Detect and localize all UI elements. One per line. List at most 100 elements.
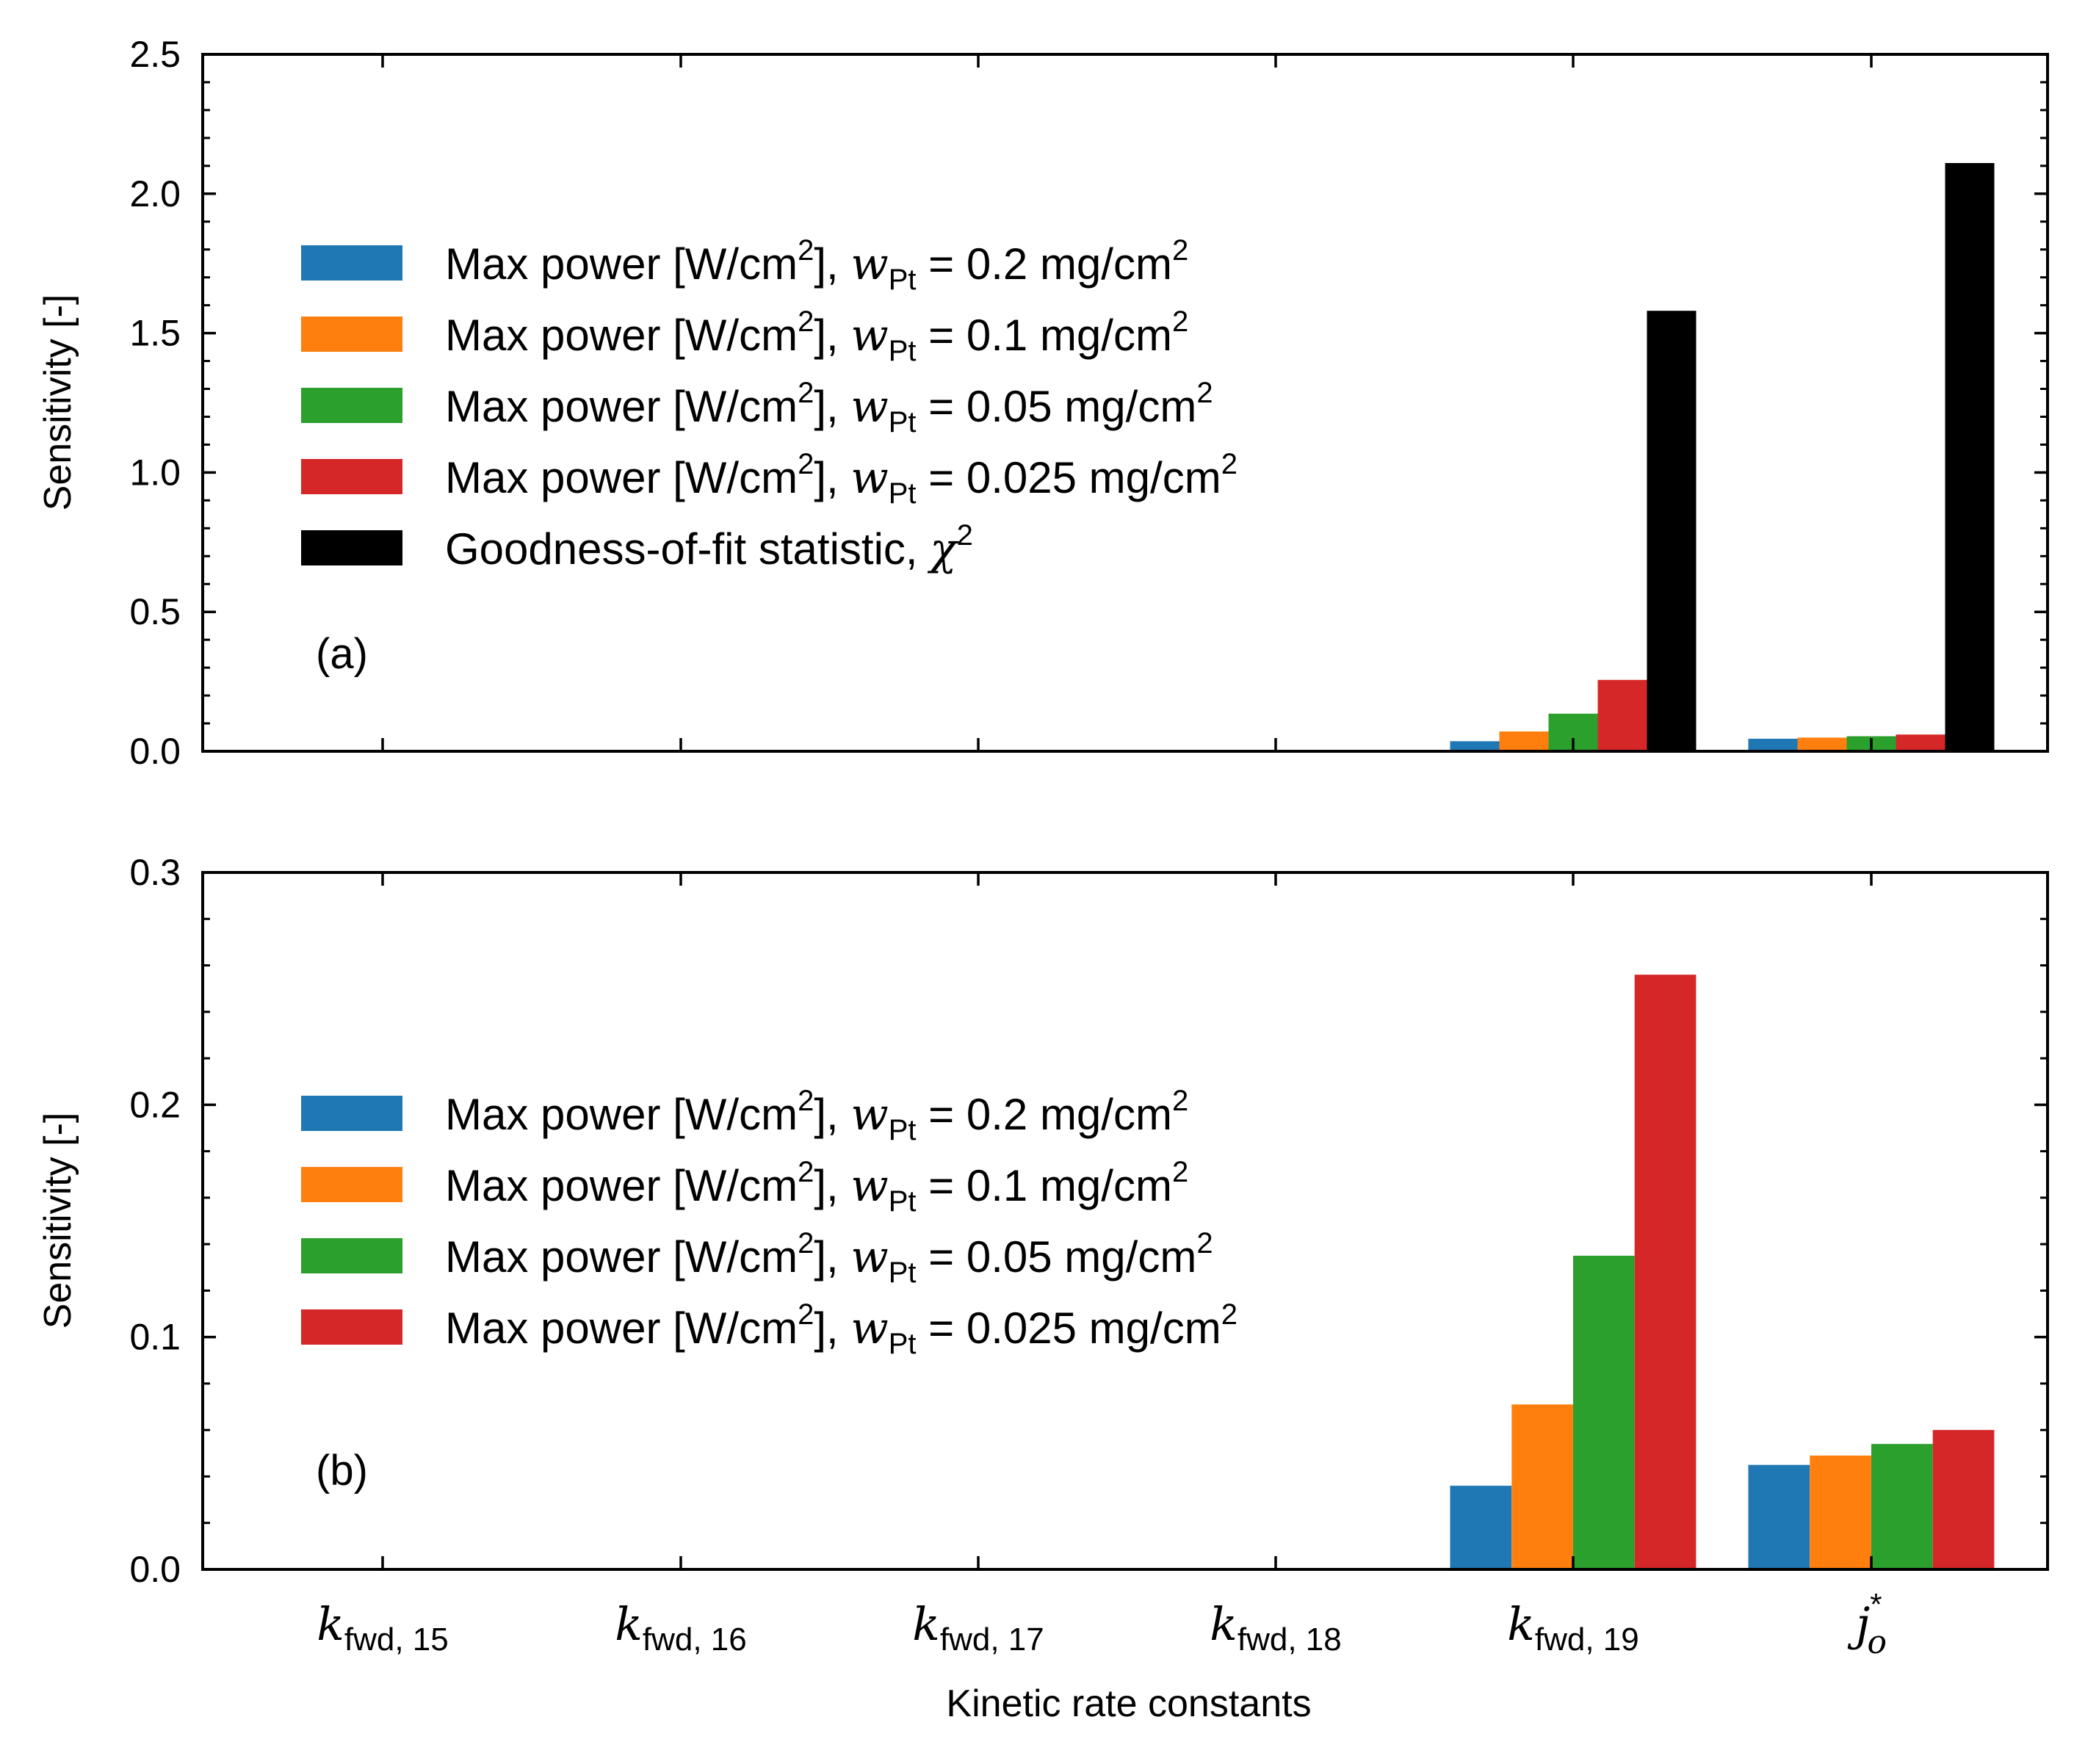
legend-text-part: = 0.025 mg/cm [916,1304,1221,1353]
legend-subscript: Pt [889,1257,917,1289]
panel-a-tag: (a) [316,630,368,678]
legend-subscript: Pt [889,264,917,296]
legend-text-part: ], [814,239,850,289]
panel-b-legend-swatch-3 [301,1309,402,1345]
legend-text-part: = 0.025 mg/cm [916,453,1221,502]
legend-text-part: Max power [W/cm [445,1161,798,1210]
legend-text-part: ], [814,1090,850,1139]
panel-a-legend-label-1: Max power [W/cm2], wPt = 0.1 mg/cm2 [445,306,1188,367]
category-symbol: k [615,1597,643,1651]
legend-text-part: ], [814,311,850,360]
category-symbol: k [317,1597,344,1651]
legend-subscript: Pt [889,335,917,367]
legend-symbol: w [850,1089,888,1141]
legend-superscript: 2 [1196,1227,1213,1259]
legend-superscript: 2 [1172,1085,1188,1117]
panel-a-y-axis-title: Sensitivity [-] [37,294,79,511]
legend-superscript: 2 [1196,377,1213,409]
category-symbol: j [1847,1597,1870,1651]
panel-a-ytick-label: 2.0 [129,173,181,214]
legend-text-part: ], [814,453,850,502]
legend-text-part: = 0.05 mg/cm [916,1232,1196,1282]
legend-subscript: Pt [889,406,917,438]
category-subscript: o [1868,1624,1887,1661]
panel-b-legend-label-1: Max power [W/cm2], wPt = 0.1 mg/cm2 [445,1156,1188,1218]
legend-text-part: ], [814,1304,850,1353]
legend-superscript: 2 [1221,448,1237,480]
legend-superscript: 2 [1172,1156,1188,1188]
panel-b-bar-series0-cat4 [1450,1486,1512,1569]
panel-a-ytick-label: 0.0 [129,731,181,772]
category-subscript: fwd, 17 [940,1622,1044,1658]
x-category-label-4: kfwd, 19 [1507,1597,1638,1658]
x-category-label-0: kfwd, 15 [317,1597,448,1658]
panel-b-ytick-label: 0.1 [129,1317,181,1358]
panel-a-bar-series1-cat5 [1797,737,1847,751]
panel-a-legend-label-4: Goodness-of-fit statistic, χ2 [445,519,973,575]
legend-symbol: χ [927,524,959,575]
panel-a-bar-series4-cat4 [1647,311,1697,751]
panel-a-legend-label-3: Max power [W/cm2], wPt = 0.025 mg/cm2 [445,448,1237,510]
legend-symbol: w [850,452,888,504]
panel-b-tag: (b) [316,1447,368,1494]
panel-a-bar-series3-cat4 [1597,679,1647,751]
panel-b-bar-series1-cat5 [1810,1456,1871,1569]
legend-superscript: 2 [798,1298,814,1331]
legend-superscript: 2 [798,306,814,338]
category-superscript: * [1870,1587,1882,1622]
panel-a-legend-swatch-4 [301,530,402,565]
legend-text-part: = 0.2 mg/cm [916,239,1171,289]
legend-symbol: w [850,381,888,433]
x-category-label-2: kfwd, 17 [912,1597,1044,1658]
panel-a-bar-series0-cat5 [1748,738,1798,751]
panel-a-legend-swatch-1 [301,317,402,352]
category-symbol: k [1210,1597,1237,1651]
category-subscript: fwd, 19 [1535,1622,1639,1658]
legend-superscript: 2 [798,448,814,480]
legend-superscript: 2 [957,519,973,552]
category-subscript: fwd, 18 [1237,1622,1342,1658]
panel-b-legend-label-3: Max power [W/cm2], wPt = 0.025 mg/cm2 [445,1298,1237,1360]
category-subscript: fwd, 15 [344,1622,449,1658]
panel-a-ytick-label: 1.0 [129,452,181,493]
legend-text-part: ], [814,382,850,431]
panel-b-ytick-label: 0.3 [129,852,181,893]
panel-b-legend-label-2: Max power [W/cm2], wPt = 0.05 mg/cm2 [445,1227,1213,1289]
panel-a-legend-label-0: Max power [W/cm2], wPt = 0.2 mg/cm2 [445,234,1188,296]
legend-text-part: Max power [W/cm [445,453,798,502]
legend-text-part: ], [814,1161,850,1210]
panel-a-bar-series0-cat4 [1450,741,1500,751]
panel-b-bar-series3-cat4 [1634,975,1697,1569]
legend-text-part: = 0.2 mg/cm [916,1090,1171,1139]
panel-b-ytick-label: 0.0 [129,1549,181,1590]
x-category-labels: kfwd, 15 kfwd, 16 kfwd, 17 kfwd, 18 kfwd, 19… [317,1587,1887,1661]
panel-b-bar-series1-cat4 [1511,1404,1573,1569]
legend-text-part: Max power [W/cm [445,1090,798,1139]
legend-subscript: Pt [889,1328,917,1360]
panel-a-bar-series3-cat5 [1896,734,1945,751]
legend-superscript: 2 [1221,1298,1237,1331]
legend-text-part: Max power [W/cm [445,239,798,289]
x-category-label-3: kfwd, 18 [1210,1597,1341,1658]
legend-superscript: 2 [1172,306,1188,338]
x-axis-title: Kinetic rate constants [946,1682,1311,1725]
legend-subscript: Pt [889,1114,917,1146]
legend-text-part: Max power [W/cm [445,382,798,431]
legend-superscript: 2 [798,1227,814,1259]
legend-symbol: w [850,1303,888,1354]
panel-b-legend-swatch-2 [301,1238,402,1273]
panel-b-legend-swatch-1 [301,1167,402,1202]
panel-b-y-axis-title: Sensitivity [-] [37,1113,79,1329]
category-symbol: k [912,1597,940,1651]
panel-b-ytick-label: 0.2 [129,1084,181,1125]
legend-superscript: 2 [1172,234,1188,267]
panel-b-bar-series3-cat5 [1932,1430,1995,1569]
category-subscript: fwd, 16 [643,1622,747,1658]
legend-subscript: Pt [889,477,917,510]
legend-text-part: = 0.05 mg/cm [916,382,1196,431]
legend-symbol: w [850,310,888,361]
legend-symbol: w [850,1160,888,1212]
panel-a-ytick-label: 0.5 [129,591,181,632]
